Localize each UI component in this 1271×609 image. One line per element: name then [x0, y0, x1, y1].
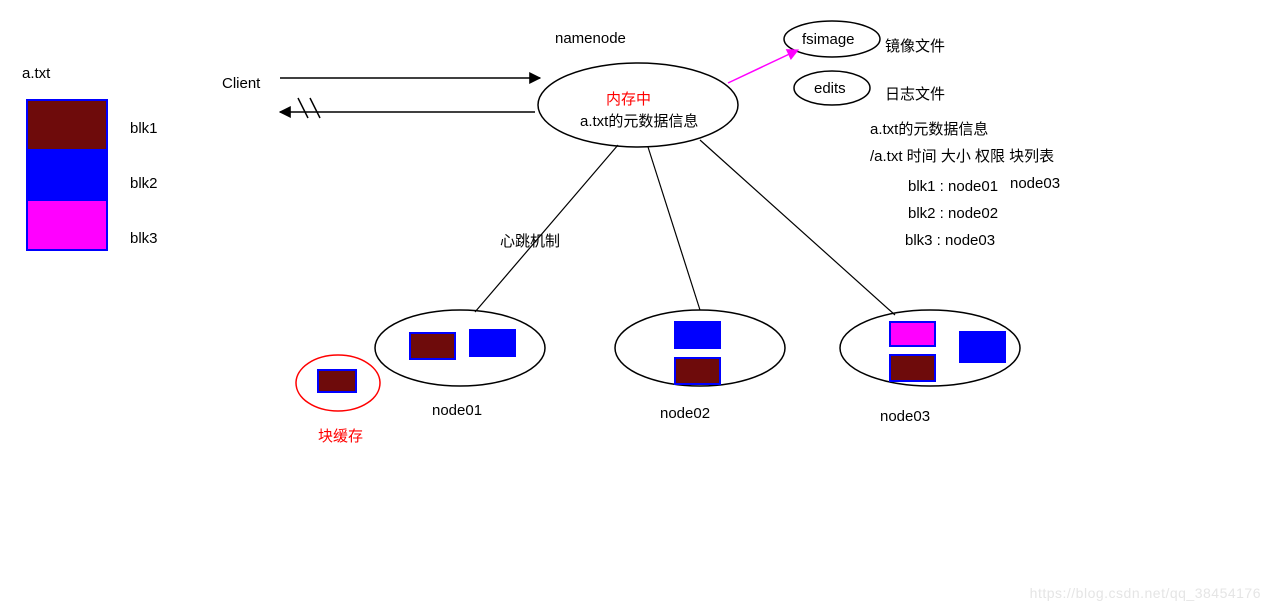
meta_title-label: a.txt的元数据信息: [870, 118, 988, 139]
node03-block-2: [960, 332, 1005, 362]
meta_row-label: /a.txt 时间 大小 权限 块列表: [870, 145, 1054, 166]
blk1_label-label: blk1: [130, 120, 158, 137]
edits-text: edits: [814, 80, 846, 97]
blk2_label-label: blk2: [130, 175, 158, 192]
map_blk3-label: blk3 : node03: [905, 232, 995, 249]
file-block-blk2: [27, 150, 107, 200]
cache-label: 块缓存: [318, 425, 363, 446]
arrow-namenode-to-fsimage: [728, 50, 798, 83]
edits_desc-label: 日志文件: [885, 83, 945, 104]
blk3_label-label: blk3: [130, 230, 158, 247]
node02-block-0: [675, 322, 720, 348]
meta_line-label: a.txt的元数据信息: [580, 110, 698, 131]
map_blk1_extra-label: node03: [1010, 175, 1060, 192]
node01-block-0: [410, 333, 455, 359]
node03-block-1: [890, 355, 935, 381]
node03-label: node03: [880, 408, 930, 425]
node03-block-0: [890, 322, 935, 346]
node01-block-1: [470, 330, 515, 356]
file_title-label: a.txt: [22, 65, 50, 82]
node02-block-1: [675, 358, 720, 384]
node02-label: node02: [660, 405, 710, 422]
slash-mark-2: [310, 98, 320, 118]
file-block-blk1: [27, 100, 107, 150]
node01-ellipse: [375, 310, 545, 386]
memory-label: 内存中: [606, 88, 651, 109]
map_blk1-label: blk1 : node01: [908, 178, 998, 195]
node01-label: node01: [432, 402, 482, 419]
connector-line-0: [475, 145, 618, 312]
slash-mark-1: [298, 98, 308, 118]
heartbeat-label: 心跳机制: [500, 230, 560, 251]
watermark: https://blog.csdn.net/qq_38454176: [1030, 585, 1261, 601]
client-label: Client: [222, 75, 260, 92]
fsimage_desc-label: 镜像文件: [885, 35, 945, 56]
connector-line-1: [648, 147, 700, 310]
cache-block-0: [318, 370, 356, 392]
map_blk2-label: blk2 : node02: [908, 205, 998, 222]
file-block-blk3: [27, 200, 107, 250]
fsimage-text: fsimage: [802, 31, 855, 48]
connector-line-2: [700, 140, 895, 315]
namenode-label: namenode: [555, 30, 626, 47]
